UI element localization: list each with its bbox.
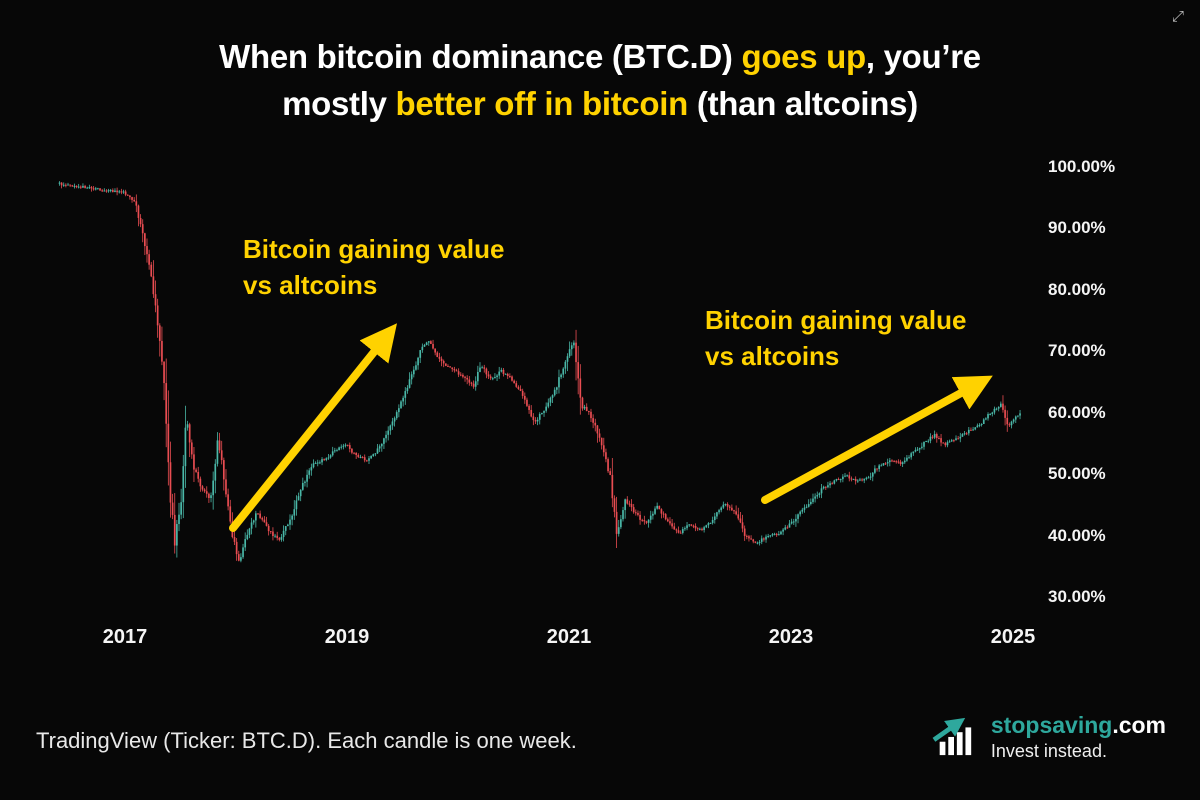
y-axis-label: 70.00%	[1048, 341, 1106, 361]
source-note: TradingView (Ticker: BTC.D). Each candle…	[36, 728, 577, 753]
expand-icon[interactable]: ⤢	[1171, 8, 1184, 25]
y-axis-label: 30.00%	[1048, 587, 1106, 606]
page-title: When bitcoin dominance (BTC.D) goes up, …	[0, 34, 1200, 128]
y-axis-label: 100.00%	[1048, 157, 1116, 176]
logo-tagline: Invest instead.	[990, 740, 1107, 761]
y-axis-label: 60.00%	[1048, 402, 1106, 422]
x-axis-label: 2025	[990, 626, 1036, 648]
logo-wordmark: stopsaving.com	[991, 711, 1166, 740]
title-segment: , you’re	[865, 38, 981, 75]
x-axis-label: 2021	[546, 626, 592, 648]
stopsaving-logo: stopsaving.com Invest instead.	[930, 711, 1166, 762]
logo-tld: .com	[1112, 711, 1166, 738]
title-segment-highlight: better off in bitcoin	[395, 84, 689, 122]
x-axis-label: 2019	[324, 626, 370, 648]
y-axis-label: 90.00%	[1048, 218, 1106, 238]
title-segment-highlight: goes up	[741, 38, 866, 75]
title-line-2: mostly better off in bitcoin (than altco…	[0, 81, 1200, 128]
y-axis-label: 50.00%	[1048, 464, 1106, 484]
title-line-1: When bitcoin dominance (BTC.D) goes up, …	[0, 34, 1200, 81]
x-axis-label: 2023	[768, 626, 814, 648]
x-axis-label: 2017	[102, 626, 148, 648]
title-segment: (than altcoins)	[688, 84, 918, 122]
logo-brand: stopsaving	[990, 711, 1113, 738]
annotation-arrow-1	[229, 323, 398, 532]
annotation-arrow-2	[761, 375, 993, 504]
annotation-line: vs altcoins	[705, 340, 840, 371]
annotation-bitcoin-gaining-2: Bitcoin gaining value vs altcoins	[705, 303, 966, 375]
annotation-line: vs altcoins	[243, 269, 378, 300]
annotation-line: Bitcoin gaining value	[243, 234, 505, 264]
title-segment: mostly	[282, 84, 396, 122]
logo-text: stopsaving.com Invest instead.	[991, 711, 1166, 762]
title-segment: When bitcoin dominance (BTC.D)	[219, 38, 742, 75]
growth-bars-arrow-icon	[932, 718, 972, 756]
y-axis-label: 40.00%	[1048, 525, 1106, 545]
y-axis-label: 80.00%	[1048, 279, 1106, 299]
annotation-line: Bitcoin gaining value	[705, 305, 967, 335]
x-axis: 2017 2019 2021 2023 2025	[0, 626, 1200, 656]
annotation-bitcoin-gaining-1: Bitcoin gaining value vs altcoins	[243, 232, 504, 304]
